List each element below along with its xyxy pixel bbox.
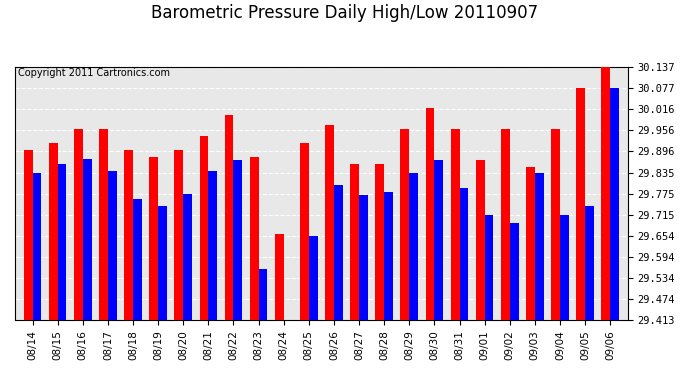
Bar [208, 171, 217, 320]
Bar [309, 236, 317, 320]
Bar [426, 108, 435, 320]
Bar [325, 126, 334, 320]
Bar [250, 157, 259, 320]
Bar [451, 129, 460, 320]
Bar [484, 215, 493, 320]
Bar [400, 129, 409, 320]
Bar [560, 215, 569, 320]
Bar [460, 189, 469, 320]
Text: Barometric Pressure Daily High/Low 20110907: Barometric Pressure Daily High/Low 20110… [151, 4, 539, 22]
Bar [32, 173, 41, 320]
Bar [334, 185, 343, 320]
Bar [225, 115, 233, 320]
Bar [58, 164, 66, 320]
Bar [49, 143, 58, 320]
Bar [501, 129, 510, 320]
Bar [133, 199, 142, 320]
Bar [526, 168, 535, 320]
Bar [435, 160, 443, 320]
Bar [359, 195, 368, 320]
Bar [510, 224, 518, 320]
Bar [409, 173, 418, 320]
Bar [300, 143, 309, 320]
Bar [124, 150, 133, 320]
Bar [23, 150, 32, 320]
Bar [275, 234, 284, 320]
Bar [384, 192, 393, 320]
Bar [233, 160, 242, 320]
Bar [108, 171, 117, 320]
Bar [551, 129, 560, 320]
Bar [149, 157, 158, 320]
Bar [585, 206, 594, 320]
Bar [158, 206, 167, 320]
Bar [610, 88, 619, 320]
Text: Copyright 2011 Cartronics.com: Copyright 2011 Cartronics.com [18, 68, 170, 78]
Bar [259, 269, 268, 320]
Bar [351, 164, 359, 320]
Bar [74, 129, 83, 320]
Bar [199, 136, 208, 320]
Bar [476, 160, 484, 320]
Bar [83, 159, 92, 320]
Bar [375, 164, 384, 320]
Bar [175, 150, 184, 320]
Bar [602, 67, 610, 320]
Bar [535, 173, 544, 320]
Bar [99, 129, 108, 320]
Bar [184, 194, 192, 320]
Bar [576, 88, 585, 320]
